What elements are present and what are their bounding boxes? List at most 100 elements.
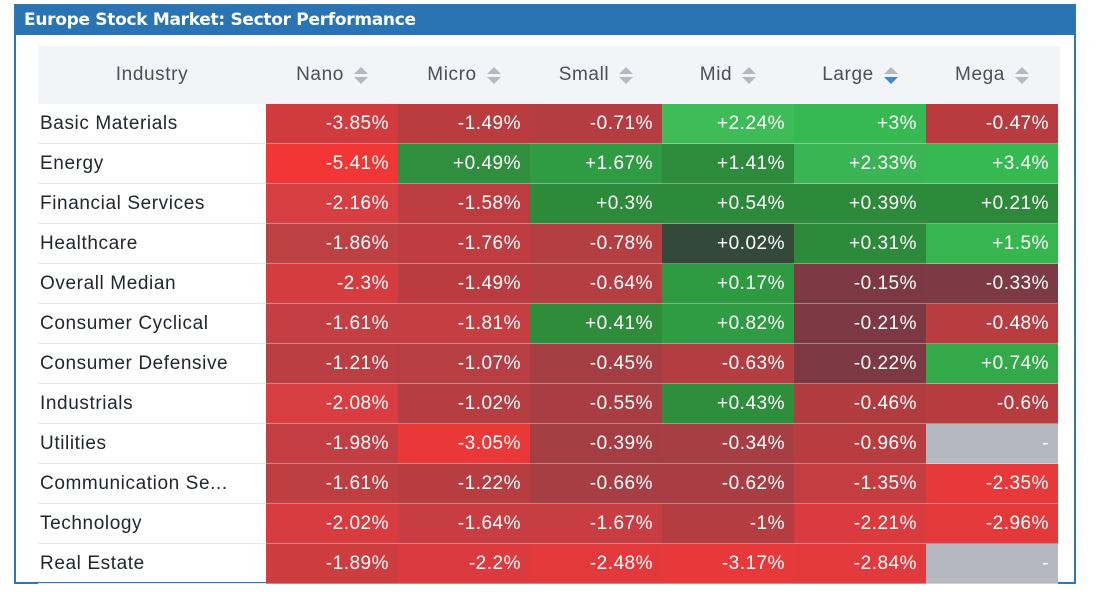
performance-cell[interactable]: -0.63%: [662, 344, 794, 384]
performance-cell[interactable]: +2.33%: [794, 144, 926, 184]
performance-cell[interactable]: -2.02%: [266, 504, 398, 544]
performance-cell[interactable]: -0.47%: [926, 104, 1058, 144]
performance-cell[interactable]: +0.21%: [926, 184, 1058, 224]
performance-cell[interactable]: -1%: [662, 504, 794, 544]
table-row[interactable]: Utilities -1.98% -3.05% -0.39% -0.34% -0.96% -: [38, 424, 1060, 464]
performance-cell[interactable]: +2.24%: [662, 104, 794, 144]
performance-cell[interactable]: -0.22%: [794, 344, 926, 384]
performance-cell[interactable]: -1.02%: [398, 384, 530, 424]
column-header-mega[interactable]: Mega: [926, 46, 1058, 104]
performance-cell[interactable]: -1.76%: [398, 224, 530, 264]
sort-icon[interactable]: [486, 66, 501, 84]
performance-cell[interactable]: -0.21%: [794, 304, 926, 344]
sort-icon[interactable]: [353, 66, 368, 84]
performance-cell[interactable]: -1.61%: [266, 464, 398, 504]
performance-cell[interactable]: +3%: [794, 104, 926, 144]
performance-cell[interactable]: -1.58%: [398, 184, 530, 224]
performance-cell[interactable]: -1.21%: [266, 344, 398, 384]
column-header-industry[interactable]: Industry: [38, 46, 266, 104]
performance-cell[interactable]: -0.48%: [926, 304, 1058, 344]
performance-cell[interactable]: -0.34%: [662, 424, 794, 464]
performance-cell[interactable]: -0.6%: [926, 384, 1058, 424]
column-header-nano[interactable]: Nano: [266, 46, 398, 104]
performance-cell[interactable]: -: [926, 424, 1058, 464]
sort-icon[interactable]: [1014, 66, 1029, 84]
table-row[interactable]: Consumer Defensive -1.21% -1.07% -0.45% -0.6…: [38, 344, 1060, 384]
industry-name[interactable]: Overall Median: [38, 264, 266, 304]
table-row[interactable]: Industrials -2.08% -1.02% -0.55% +0.43% -0.46…: [38, 384, 1060, 424]
table-row[interactable]: Healthcare -1.86% -1.76% -0.78% +0.02% +0.31%…: [38, 224, 1060, 264]
performance-cell[interactable]: -1.86%: [266, 224, 398, 264]
performance-cell[interactable]: -: [926, 544, 1058, 584]
performance-cell[interactable]: -1.64%: [398, 504, 530, 544]
industry-name[interactable]: Healthcare: [38, 224, 266, 264]
performance-cell[interactable]: -1.49%: [398, 264, 530, 304]
performance-cell[interactable]: -1.22%: [398, 464, 530, 504]
column-header-large[interactable]: Large: [794, 46, 926, 104]
performance-cell[interactable]: -0.96%: [794, 424, 926, 464]
performance-cell[interactable]: -2.2%: [398, 544, 530, 584]
sort-icon[interactable]: [742, 66, 757, 84]
performance-cell[interactable]: -1.81%: [398, 304, 530, 344]
performance-cell[interactable]: -1.98%: [266, 424, 398, 464]
performance-cell[interactable]: -0.55%: [530, 384, 662, 424]
performance-cell[interactable]: +0.43%: [662, 384, 794, 424]
performance-cell[interactable]: +0.39%: [794, 184, 926, 224]
industry-name[interactable]: Technology: [38, 504, 266, 544]
performance-cell[interactable]: +0.17%: [662, 264, 794, 304]
performance-cell[interactable]: -3.85%: [266, 104, 398, 144]
performance-cell[interactable]: -2.08%: [266, 384, 398, 424]
table-row[interactable]: Communication Se... -1.61% -1.22% -0.66% -0.…: [38, 464, 1060, 504]
performance-cell[interactable]: +0.74%: [926, 344, 1058, 384]
performance-cell[interactable]: +1.41%: [662, 144, 794, 184]
performance-cell[interactable]: -2.35%: [926, 464, 1058, 504]
performance-cell[interactable]: -2.48%: [530, 544, 662, 584]
performance-cell[interactable]: -1.89%: [266, 544, 398, 584]
performance-cell[interactable]: -0.33%: [926, 264, 1058, 304]
performance-cell[interactable]: -3.05%: [398, 424, 530, 464]
performance-cell[interactable]: +0.02%: [662, 224, 794, 264]
column-header-mid[interactable]: Mid: [662, 46, 794, 104]
performance-cell[interactable]: -0.64%: [530, 264, 662, 304]
performance-cell[interactable]: +0.54%: [662, 184, 794, 224]
performance-cell[interactable]: -0.15%: [794, 264, 926, 304]
performance-cell[interactable]: -0.62%: [662, 464, 794, 504]
sort-icon[interactable]: [619, 66, 634, 84]
performance-cell[interactable]: +0.82%: [662, 304, 794, 344]
industry-name[interactable]: Consumer Defensive: [38, 344, 266, 384]
performance-cell[interactable]: -0.78%: [530, 224, 662, 264]
performance-cell[interactable]: -3.17%: [662, 544, 794, 584]
industry-name[interactable]: Energy: [38, 144, 266, 184]
industry-name[interactable]: Financial Services: [38, 184, 266, 224]
performance-cell[interactable]: -5.41%: [266, 144, 398, 184]
industry-name[interactable]: Utilities: [38, 424, 266, 464]
industry-name[interactable]: Real Estate: [38, 544, 266, 584]
performance-cell[interactable]: +0.41%: [530, 304, 662, 344]
performance-cell[interactable]: -0.45%: [530, 344, 662, 384]
performance-cell[interactable]: -1.61%: [266, 304, 398, 344]
performance-cell[interactable]: -1.67%: [530, 504, 662, 544]
industry-name[interactable]: Basic Materials: [38, 104, 266, 144]
performance-cell[interactable]: -0.46%: [794, 384, 926, 424]
table-row[interactable]: Energy -5.41% +0.49% +1.67% +1.41% +2.33% +3.4…: [38, 144, 1060, 184]
performance-cell[interactable]: -0.39%: [530, 424, 662, 464]
performance-cell[interactable]: -2.21%: [794, 504, 926, 544]
table-row[interactable]: Real Estate -1.89% -2.2% -2.48% -3.17% -2.84%…: [38, 544, 1060, 584]
performance-cell[interactable]: +1.67%: [530, 144, 662, 184]
column-header-micro[interactable]: Micro: [398, 46, 530, 104]
performance-cell[interactable]: +0.31%: [794, 224, 926, 264]
performance-cell[interactable]: -2.96%: [926, 504, 1058, 544]
industry-name[interactable]: Consumer Cyclical: [38, 304, 266, 344]
sort-descending-icon[interactable]: [883, 66, 898, 84]
table-row[interactable]: Financial Services -2.16% -1.58% +0.3% +0.54…: [38, 184, 1060, 224]
table-row[interactable]: Basic Materials -3.85% -1.49% -0.71% +2.24% +…: [38, 104, 1060, 144]
performance-cell[interactable]: -2.3%: [266, 264, 398, 304]
table-row[interactable]: Technology -2.02% -1.64% -1.67% -1% -2.21% -2.…: [38, 504, 1060, 544]
table-row[interactable]: Consumer Cyclical -1.61% -1.81% +0.41% +0.82…: [38, 304, 1060, 344]
performance-cell[interactable]: -1.49%: [398, 104, 530, 144]
performance-cell[interactable]: -2.84%: [794, 544, 926, 584]
performance-cell[interactable]: -1.07%: [398, 344, 530, 384]
performance-cell[interactable]: -0.71%: [530, 104, 662, 144]
column-header-small[interactable]: Small: [530, 46, 662, 104]
performance-cell[interactable]: -2.16%: [266, 184, 398, 224]
